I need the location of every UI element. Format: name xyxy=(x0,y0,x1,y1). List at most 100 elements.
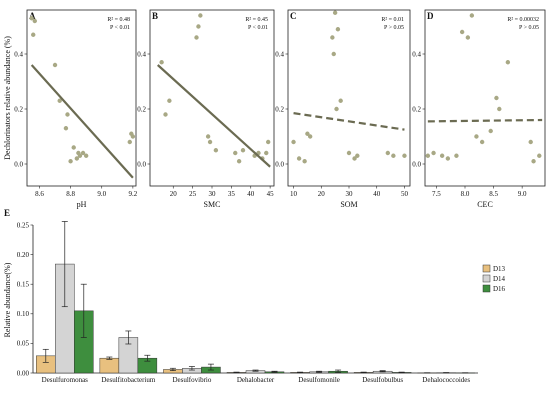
x-tick-label: 20 xyxy=(170,190,178,198)
y-axis-label: Dechlorinators relative abundance (%) xyxy=(3,36,12,160)
x-tick-label: 20 xyxy=(318,190,326,198)
legend-swatch xyxy=(482,274,491,283)
y-tick-label: 0.15 xyxy=(17,281,30,289)
x-axis-label: SOM xyxy=(340,200,357,209)
y-tick-label: 0.00 xyxy=(17,369,30,377)
x-tick-label: 9.0 xyxy=(97,190,106,198)
data-point xyxy=(207,139,213,145)
data-point xyxy=(391,153,396,158)
data-point xyxy=(528,139,533,145)
x-axis-label: SMC xyxy=(204,200,221,209)
x-tick-label: 50 xyxy=(401,190,409,198)
category-label: Desulfitobacterium xyxy=(101,376,156,384)
y-tick-label: 0.2 xyxy=(275,105,284,113)
data-point xyxy=(537,153,542,158)
x-tick-label: 8.8 xyxy=(66,190,75,198)
x-tick-label: 10 xyxy=(290,190,298,198)
data-point xyxy=(338,98,343,103)
category-label: Dehalococcoides xyxy=(422,376,470,384)
y-tick-label: 0.4 xyxy=(14,50,23,58)
panel-frame-A xyxy=(26,9,137,187)
data-point xyxy=(330,35,335,40)
y-tick-label: 0.05 xyxy=(17,340,30,348)
data-point xyxy=(439,153,445,158)
x-tick-label: 7.5 xyxy=(432,190,441,198)
p-value-label: P > 0.05 xyxy=(384,25,404,31)
data-point xyxy=(296,156,302,161)
x-axis-label: CEC xyxy=(477,200,493,209)
data-point xyxy=(196,24,201,29)
data-point xyxy=(305,131,310,136)
data-point xyxy=(127,139,132,145)
x-tick-label: 40 xyxy=(373,190,381,198)
p-value-label: P < 0.01 xyxy=(110,25,130,31)
x-tick-label: 8.5 xyxy=(489,190,498,198)
data-point xyxy=(355,153,360,158)
x-tick-label: 30 xyxy=(346,190,354,198)
y-tick-label: 0.0 xyxy=(137,160,146,168)
data-point xyxy=(213,148,219,153)
data-point xyxy=(505,60,511,65)
data-point xyxy=(236,159,242,164)
data-point xyxy=(159,60,164,65)
regression-line xyxy=(157,64,271,168)
category-label: Desulfovibrio xyxy=(172,376,211,384)
panel-letter: A xyxy=(29,11,36,21)
data-point xyxy=(68,159,73,164)
data-point xyxy=(307,134,313,139)
regression-line xyxy=(30,64,134,179)
category-label: Desulfomonile xyxy=(298,376,340,384)
x-tick-label: 40 xyxy=(247,190,255,198)
data-point xyxy=(167,98,172,103)
legend-label: D13 xyxy=(493,265,506,273)
data-point xyxy=(163,112,168,117)
data-point xyxy=(425,153,431,158)
y-tick-label: 0.4 xyxy=(412,50,421,58)
r-squared-label: R² = 0.45 xyxy=(245,17,268,23)
data-point xyxy=(531,159,536,164)
panel-letter: C xyxy=(290,11,297,21)
y-tick-label: 0.4 xyxy=(137,50,146,58)
data-point xyxy=(264,150,269,156)
category-label: Desulfobulbus xyxy=(362,376,403,384)
data-point xyxy=(479,139,485,145)
data-point xyxy=(352,156,357,161)
x-axis-label: pH xyxy=(77,200,87,209)
x-tick-label: 25 xyxy=(189,190,197,198)
data-point xyxy=(74,156,80,161)
panel-letter: E xyxy=(4,208,10,218)
data-point xyxy=(494,95,499,101)
data-point xyxy=(80,150,86,156)
data-point xyxy=(71,145,76,150)
y-tick-label: 0.2 xyxy=(412,105,421,113)
data-point xyxy=(331,51,336,57)
regression-line xyxy=(293,112,405,131)
data-point xyxy=(233,150,238,156)
data-point xyxy=(130,134,136,139)
x-tick-label: 30 xyxy=(209,190,217,198)
regression-line xyxy=(427,118,543,123)
data-point xyxy=(474,134,479,139)
category-label: Desulfuromonas xyxy=(42,376,89,384)
data-point xyxy=(291,139,296,145)
data-point xyxy=(335,27,341,32)
data-point xyxy=(240,148,246,153)
r-squared-label: R² = 0.48 xyxy=(107,17,130,23)
r-squared-label: R² = 0.01 xyxy=(381,17,404,23)
p-value-label: P < 0.01 xyxy=(248,25,268,31)
data-point xyxy=(402,153,407,158)
p-value-label: P > 0.05 xyxy=(519,25,539,31)
panel-letter: D xyxy=(427,11,434,21)
x-tick-label: 8.0 xyxy=(461,190,470,198)
y-tick-label: 0.4 xyxy=(275,50,284,58)
legend-label: D16 xyxy=(493,285,506,293)
data-point xyxy=(385,150,391,156)
data-point xyxy=(454,153,459,158)
data-point xyxy=(459,29,465,35)
data-point xyxy=(198,13,203,18)
panel-frame-B xyxy=(149,9,275,187)
x-tick-label: 45 xyxy=(267,190,275,198)
legend-swatch xyxy=(482,284,491,293)
data-point xyxy=(205,134,211,139)
